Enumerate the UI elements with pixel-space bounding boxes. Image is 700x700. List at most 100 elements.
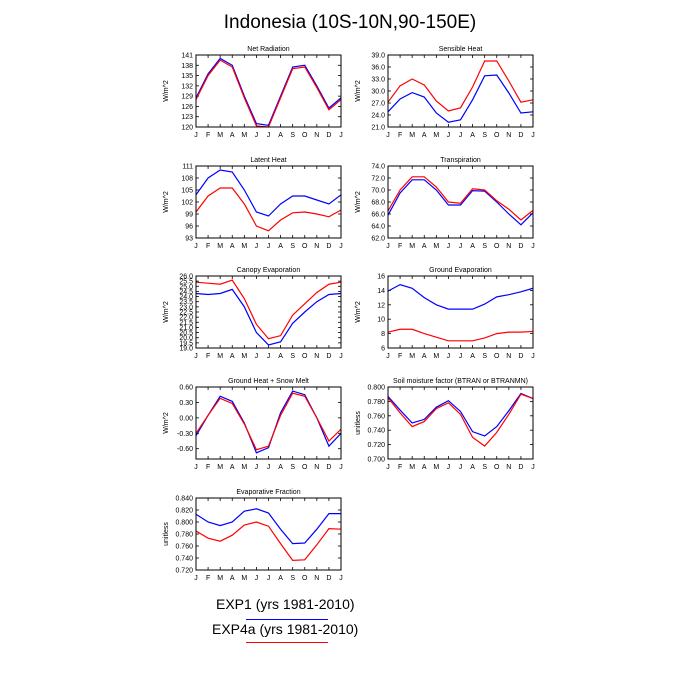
y-tick-label: 68.0: [371, 200, 385, 207]
x-tick-label: M: [433, 243, 439, 250]
x-tick-label: S: [482, 464, 487, 471]
x-tick-label: M: [433, 132, 439, 139]
x-tick-label: A: [422, 243, 427, 250]
x-tick-label: D: [518, 464, 523, 471]
y-tick-label: -0.30: [177, 431, 193, 438]
x-tick-label: F: [398, 464, 402, 471]
y-tick-label: 30.0: [371, 89, 385, 96]
x-tick-label: J: [267, 353, 271, 360]
x-tick-label: J: [267, 575, 271, 582]
x-tick-label: J: [531, 464, 535, 471]
y-tick-label: 0.840: [175, 496, 193, 503]
x-tick-label: D: [326, 353, 331, 360]
x-tick-label: F: [398, 243, 402, 250]
y-tick-label: 102: [181, 200, 193, 207]
x-tick-label: J: [459, 243, 463, 250]
x-tick-label: O: [302, 353, 308, 360]
x-tick-label: J: [255, 464, 259, 471]
x-tick-label: O: [494, 464, 500, 471]
y-tick-label: 105: [181, 188, 193, 195]
x-tick-label: J: [267, 132, 271, 139]
plot-frame: [387, 275, 534, 349]
y-tick-label: 22.0: [179, 315, 193, 322]
y-tick-label: 0.720: [367, 442, 385, 449]
x-tick-label: M: [433, 464, 439, 471]
y-tick-label: 0.760: [367, 413, 385, 420]
x-tick-label: J: [255, 353, 259, 360]
x-tick-label: J: [459, 353, 463, 360]
y-tick-label: 123: [181, 114, 193, 121]
x-tick-label: N: [314, 243, 319, 250]
x-tick-label: A: [470, 464, 475, 471]
panel-1: Net Radiation W/m^2 120 123 126 129 132 135 138 1…: [163, 46, 343, 139]
y-tick-label: 111: [182, 164, 193, 171]
x-tick-label: A: [422, 132, 427, 139]
y-axis-label: W/m^2: [355, 191, 362, 213]
series-line-exp1: [195, 508, 341, 545]
x-tick-label: J: [194, 243, 198, 250]
y-axis-label: W/m^2: [355, 80, 362, 102]
series-line-exp4a: [195, 187, 342, 232]
x-tick-label: D: [518, 353, 523, 360]
x-tick-label: M: [217, 353, 223, 360]
x-tick-label: O: [302, 575, 308, 582]
x-tick-label: A: [230, 132, 235, 139]
y-tick-label: 129: [181, 94, 193, 101]
series-line-exp4a: [195, 59, 342, 128]
y-tick-label: 21.0: [179, 325, 193, 332]
y-axis-label: W/m^2: [163, 301, 170, 323]
x-tick-label: A: [230, 243, 235, 250]
legend-label-exp4a: EXP4a (yrs 1981-2010): [212, 621, 359, 637]
x-tick-label: J: [267, 464, 271, 471]
y-tick-label: 23.5: [179, 299, 193, 306]
panel-title: Latent Heat: [250, 157, 286, 164]
x-tick-label: N: [506, 243, 511, 250]
x-tick-label: J: [531, 132, 535, 139]
x-tick-label: S: [290, 575, 295, 582]
y-tick-label: 99: [185, 212, 193, 219]
x-tick-label: A: [470, 132, 475, 139]
x-tick-label: M: [217, 464, 223, 471]
y-tick-label: 10: [377, 317, 385, 324]
x-tick-label: A: [470, 243, 475, 250]
x-tick-label: O: [302, 132, 308, 139]
y-tick-label: 0.700: [367, 457, 385, 464]
x-tick-label: M: [217, 575, 223, 582]
y-tick-label: 66.0: [371, 212, 385, 219]
y-tick-label: 74.0: [371, 164, 385, 171]
x-tick-label: D: [326, 464, 331, 471]
y-tick-label: 8: [381, 331, 385, 338]
x-tick-label: J: [194, 353, 198, 360]
x-tick-label: J: [339, 464, 343, 471]
y-tick-label: 20.0: [179, 335, 193, 342]
plot-frame: [195, 386, 342, 460]
x-tick-label: J: [194, 132, 198, 139]
panel-4: Transpiration W/m^2 62.0 64.0 66.0 68.0 70.0 72…: [355, 157, 535, 250]
y-tick-label: 0.60: [179, 385, 193, 392]
plot-frame: [195, 497, 342, 571]
y-tick-label: 21.5: [179, 320, 193, 327]
x-tick-label: A: [278, 353, 283, 360]
x-tick-label: J: [447, 243, 451, 250]
y-tick-label: 72.0: [371, 176, 385, 183]
x-tick-label: J: [255, 132, 259, 139]
x-tick-label: S: [290, 464, 295, 471]
x-tick-label: O: [302, 243, 308, 250]
plot-frame: [387, 54, 534, 128]
y-tick-label: 25.0: [179, 284, 193, 291]
x-tick-label: M: [241, 243, 247, 250]
series-line-exp4a: [195, 392, 342, 451]
x-tick-label: J: [194, 575, 198, 582]
x-tick-label: F: [206, 575, 210, 582]
plot-frame: [195, 275, 342, 349]
y-tick-label: 141: [181, 53, 193, 60]
x-tick-label: M: [241, 353, 247, 360]
y-tick-label: 108: [181, 176, 193, 183]
x-tick-label: N: [314, 464, 319, 471]
y-tick-label: 27.0: [371, 101, 385, 108]
series-line-exp1: [195, 169, 342, 217]
series-line-exp1: [195, 57, 342, 126]
panel-title: Canopy Evaporation: [237, 267, 301, 274]
y-tick-label: 14: [377, 288, 385, 295]
